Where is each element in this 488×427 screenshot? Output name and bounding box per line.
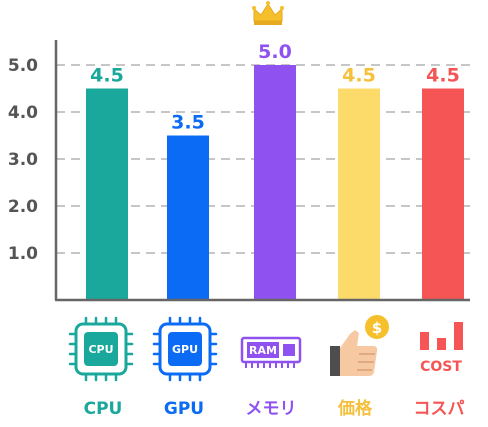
bar — [338, 88, 380, 300]
svg-text:GPU: GPU — [172, 343, 198, 356]
cpu-chip-icon: CPU — [68, 316, 134, 382]
crown-icon — [252, 1, 284, 25]
svg-text:CPU: CPU — [88, 343, 113, 356]
svg-text:RAM: RAM — [249, 344, 277, 357]
data-label: 4.5 — [342, 65, 376, 87]
data-label: 5.0 — [258, 41, 292, 63]
data-label: 3.5 — [171, 112, 205, 134]
thumbs-up-coin-icon: $ — [330, 315, 389, 376]
bar — [86, 88, 128, 300]
svg-text:$: $ — [372, 319, 382, 337]
y-tick-label: 1.0 — [8, 244, 38, 264]
svg-text:COST: COST — [420, 359, 462, 375]
category-label: コスパ — [414, 399, 465, 419]
ram-module-icon: RAM — [240, 336, 302, 368]
bars — [86, 65, 464, 300]
category-label: CPU — [84, 399, 123, 419]
y-axis-ticks: 1.0 2.0 3.0 4.0 5.0 — [8, 56, 38, 264]
y-tick-label: 3.0 — [8, 150, 38, 170]
category-label: メモリ — [246, 399, 297, 419]
category-label: GPU — [164, 399, 204, 419]
gpu-chip-icon: GPU — [152, 316, 218, 382]
y-tick-label: 4.0 — [8, 103, 38, 123]
y-tick-label: 2.0 — [8, 197, 38, 217]
value-labels: 4.5 3.5 5.0 4.5 4.5 — [90, 41, 460, 134]
bar — [254, 65, 296, 300]
category-label: 価格 — [337, 398, 373, 419]
bar — [167, 135, 209, 300]
data-label: 4.5 — [426, 65, 460, 87]
cost-bars-icon: COST — [420, 322, 463, 375]
data-label: 4.5 — [90, 65, 124, 87]
y-tick-label: 5.0 — [8, 56, 38, 76]
bar — [422, 88, 464, 300]
category-labels: CPU GPU メモリ 価格 コスパ — [84, 398, 465, 419]
